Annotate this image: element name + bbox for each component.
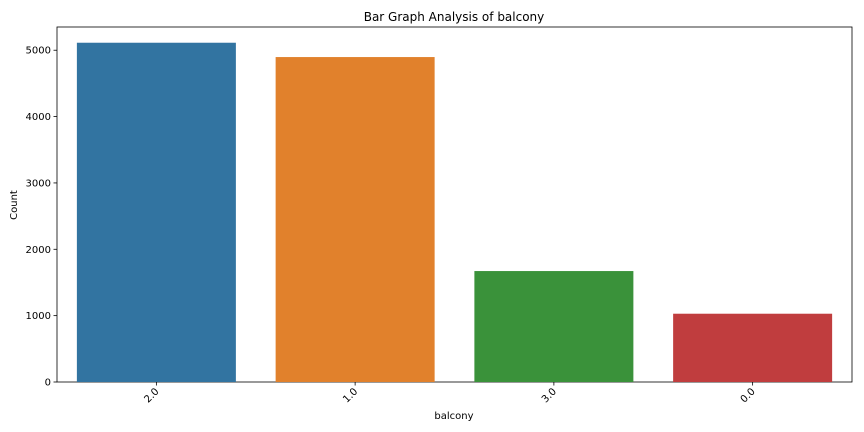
plot-area: [56, 26, 853, 383]
y-tick-label: 5000: [26, 46, 51, 57]
y-tick-label: 2000: [26, 245, 51, 256]
x-tick-label: 3.0: [540, 386, 559, 405]
y-axis: 0 1000 2000 3000 4000 5000: [26, 46, 57, 389]
x-axis: 2.0 1.0 3.0 0.0: [142, 382, 758, 405]
bar-3-0: [474, 271, 634, 382]
x-tick-label: 0.0: [739, 386, 758, 405]
y-tick-label: 3000: [26, 178, 51, 189]
y-tick-label: 1000: [26, 311, 51, 322]
bar-1-0: [275, 57, 435, 383]
chart-title: Bar Graph Analysis of balcony: [364, 10, 545, 24]
bar-2-0: [76, 42, 236, 382]
bar-0-0: [673, 313, 833, 382]
bars: [76, 42, 833, 383]
x-tick-label: 2.0: [142, 386, 161, 405]
y-tick-label: 0: [45, 378, 51, 389]
plot-frame: [56, 26, 853, 383]
y-axis-title: Count: [9, 190, 20, 220]
x-tick-label: 1.0: [341, 386, 360, 405]
x-axis-title: balcony: [434, 411, 473, 422]
y-tick-label: 4000: [26, 112, 51, 123]
